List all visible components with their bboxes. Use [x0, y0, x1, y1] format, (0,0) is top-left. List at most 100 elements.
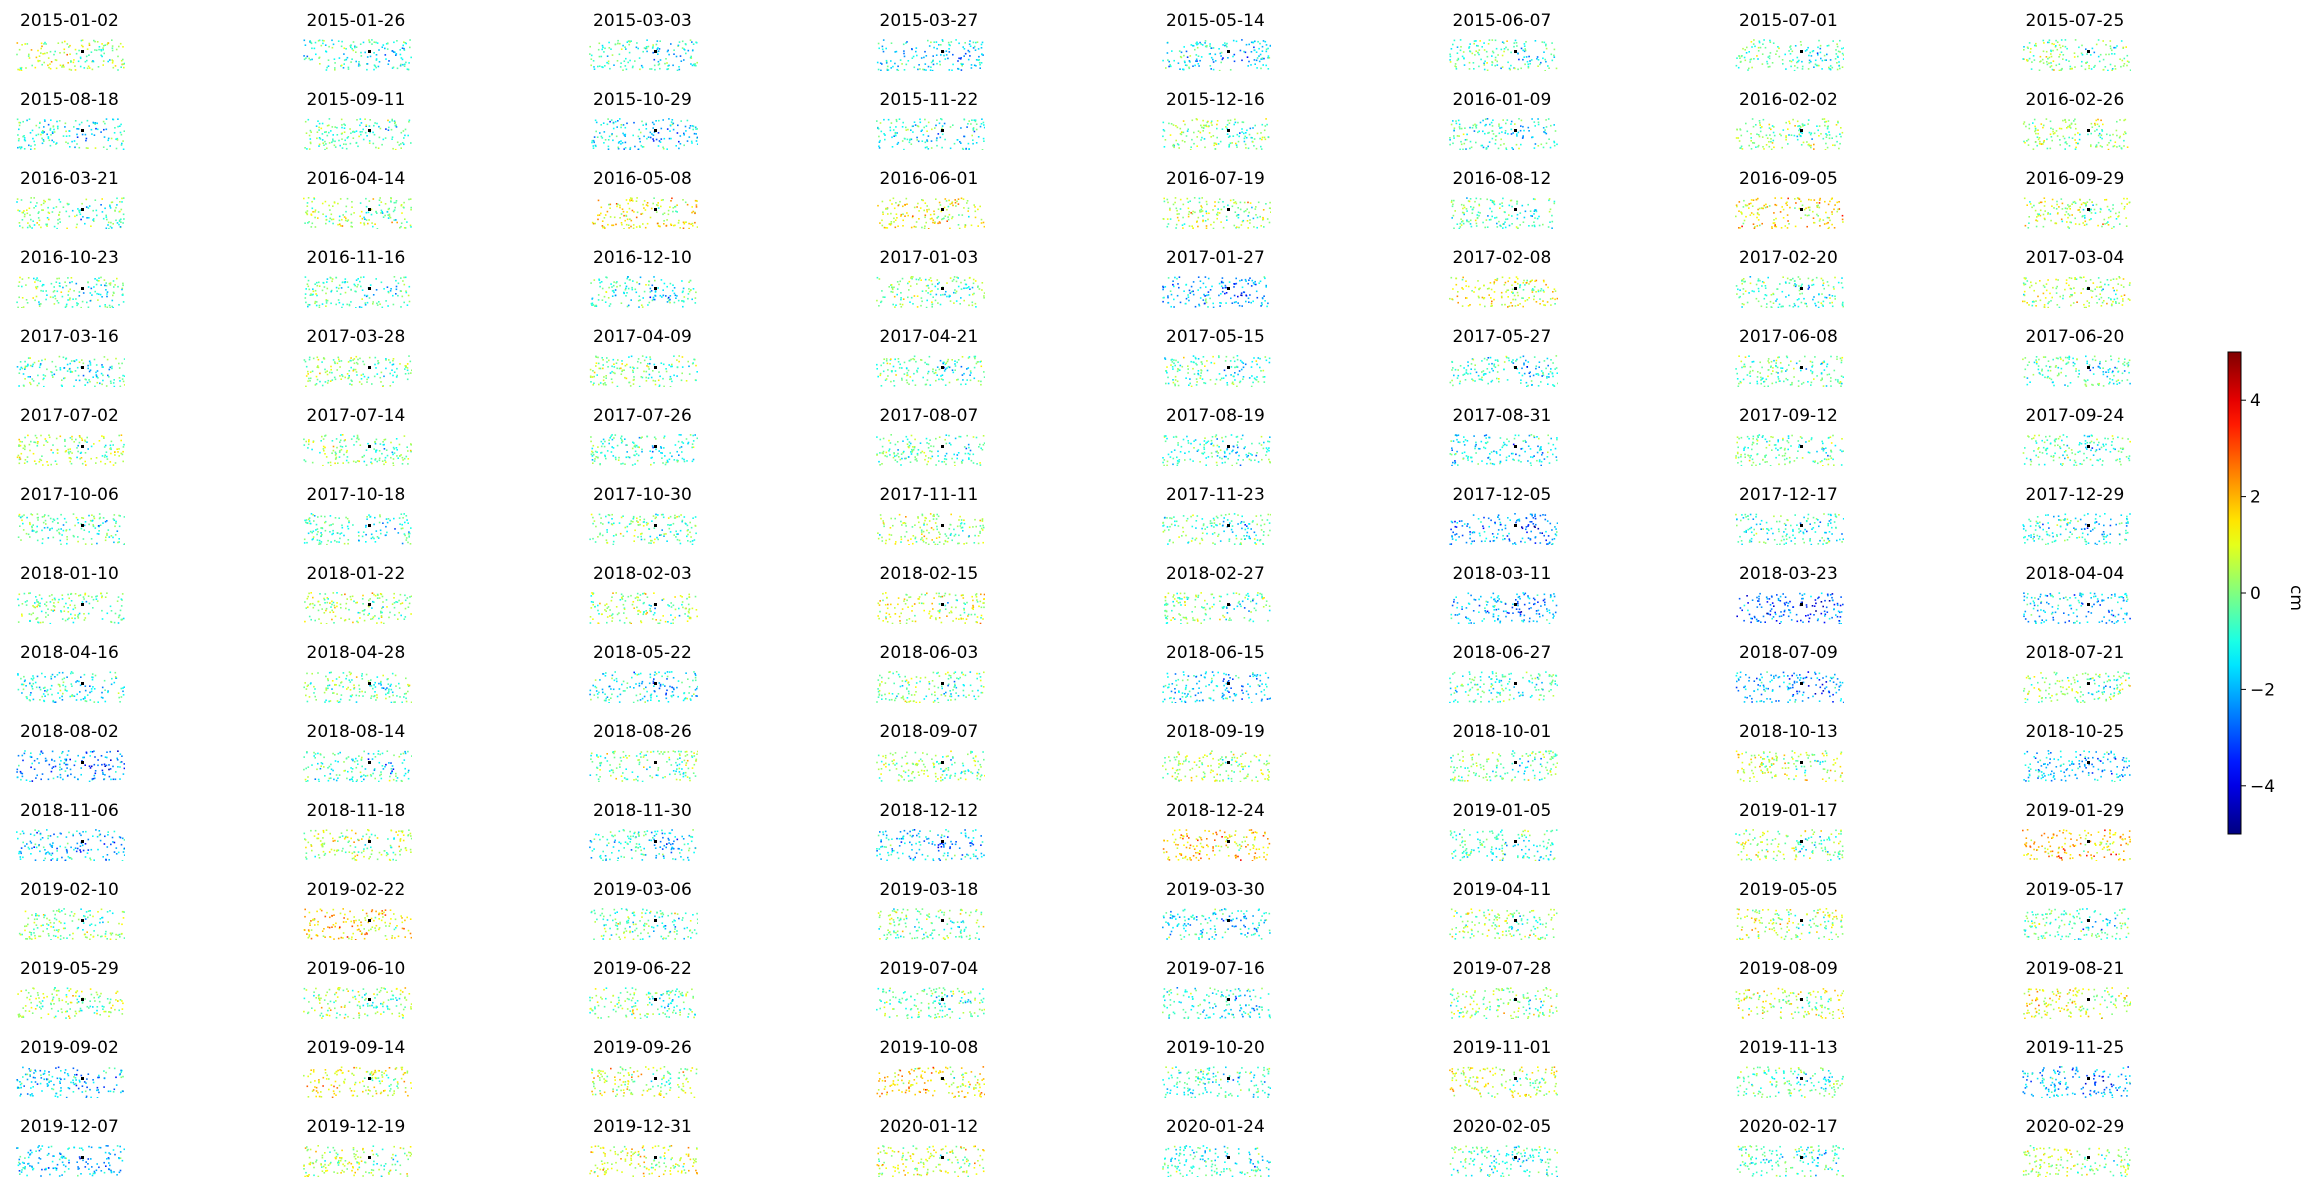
- scatter-point: [2116, 283, 2119, 285]
- scatter-point: [1241, 128, 1243, 130]
- scatter-point: [116, 277, 118, 280]
- scatter-point: [66, 227, 68, 229]
- scatter-point: [1738, 55, 1740, 57]
- scatter-point: [1505, 289, 1508, 292]
- scatter-point: [893, 62, 896, 65]
- scatter-point: [942, 54, 945, 57]
- scatter-point: [1173, 59, 1175, 62]
- scatter-point: [1176, 277, 1178, 280]
- scatter-point: [1798, 125, 1800, 127]
- scatter-point: [2028, 201, 2031, 203]
- scatter-point: [1199, 59, 1201, 62]
- scatter-point: [344, 217, 347, 220]
- scatter-point: [352, 49, 354, 52]
- scatter-point: [1827, 284, 1830, 287]
- scatter-point: [355, 130, 357, 132]
- scatter-point: [1163, 146, 1166, 148]
- scatter-point: [1482, 284, 1485, 287]
- scatter-point: [948, 227, 951, 229]
- scatter-point: [123, 66, 125, 69]
- scatter-point: [932, 46, 935, 49]
- scatter-point: [1795, 284, 1798, 286]
- scatter-point: [627, 304, 630, 307]
- scatter-point: [1492, 51, 1494, 54]
- scatter-point: [2094, 119, 2097, 122]
- scatter-point: [931, 283, 933, 286]
- scatter-point: [358, 280, 361, 283]
- scatter-point: [1757, 50, 1760, 52]
- scatter-point: [19, 147, 22, 150]
- scatter-point: [1818, 206, 1821, 209]
- scatter-point: [2056, 279, 2059, 281]
- scatter-point: [1553, 200, 1555, 203]
- scatter-point: [1229, 69, 1232, 71]
- scatter-point: [2045, 138, 2048, 141]
- scatter-point: [98, 280, 100, 282]
- scatter-point: [122, 222, 124, 224]
- scatter-point: [1219, 52, 1222, 55]
- panel-2015-07-01: 2015-07-01: [1719, 0, 2004, 79]
- scatter-point: [689, 125, 692, 127]
- scatter-point: [615, 203, 618, 205]
- scatter-point: [1774, 225, 1776, 228]
- scatter-point: [972, 282, 974, 285]
- scatter-point: [1258, 47, 1260, 50]
- scatter-point: [2055, 203, 2058, 206]
- scatter-point: [17, 209, 19, 212]
- scatter-point: [1459, 226, 1461, 228]
- scatter-point: [1824, 296, 1826, 299]
- scatter-point: [91, 133, 93, 135]
- scatter-point: [951, 63, 954, 66]
- scatter-point: [346, 281, 348, 283]
- scatter-point: [597, 65, 599, 68]
- scatter-point: [629, 197, 632, 199]
- scatter-point: [1193, 197, 1196, 199]
- scatter-point: [1168, 60, 1170, 63]
- scatter-point: [2072, 302, 2074, 304]
- scatter-point: [1456, 52, 1458, 54]
- scatter-point: [681, 47, 684, 49]
- scatter-point: [1552, 54, 1555, 57]
- scatter-point: [970, 224, 972, 227]
- scatter-point: [660, 199, 663, 201]
- scatter-point: [2049, 133, 2051, 136]
- scatter-point: [1493, 217, 1496, 219]
- scatter-point: [1452, 227, 1455, 229]
- scatter-point: [1785, 296, 1787, 298]
- scatter-point: [21, 285, 23, 288]
- scatter-point: [2033, 125, 2036, 128]
- scatter-point: [364, 125, 367, 127]
- scatter-point: [2072, 120, 2075, 122]
- scatter-point: [352, 137, 354, 139]
- scatter-point: [894, 134, 896, 137]
- scatter-point: [976, 285, 979, 288]
- scatter-point: [62, 135, 65, 137]
- scatter-point: [920, 199, 923, 201]
- scatter-point: [364, 131, 366, 134]
- scatter-point: [338, 284, 340, 287]
- scatter-point: [2029, 48, 2032, 50]
- scatter-point: [76, 214, 78, 217]
- scatter-point: [99, 293, 102, 296]
- scatter-point: [1767, 56, 1770, 58]
- scatter-point: [1770, 138, 1772, 140]
- scatter-point: [1786, 227, 1789, 229]
- scatter-point: [972, 128, 974, 130]
- scatter-point: [2024, 278, 2026, 280]
- scatter-point: [1515, 45, 1518, 47]
- scatter-point: [637, 47, 639, 50]
- scatter-point: [611, 295, 614, 297]
- scatter-point: [1553, 303, 1556, 305]
- scatter-point: [1238, 304, 1241, 307]
- scatter-point: [42, 378, 44, 381]
- scatter-point: [1237, 295, 1239, 298]
- scatter-point: [1200, 56, 1203, 58]
- scatter-point: [342, 67, 344, 69]
- reference-point: [1513, 287, 1517, 290]
- scatter-point: [1176, 213, 1179, 215]
- scatter-point: [382, 216, 384, 218]
- scatter-point: [1243, 137, 1246, 140]
- scatter-point: [337, 139, 340, 142]
- scatter-point: [1234, 118, 1236, 121]
- scatter-point: [378, 197, 381, 199]
